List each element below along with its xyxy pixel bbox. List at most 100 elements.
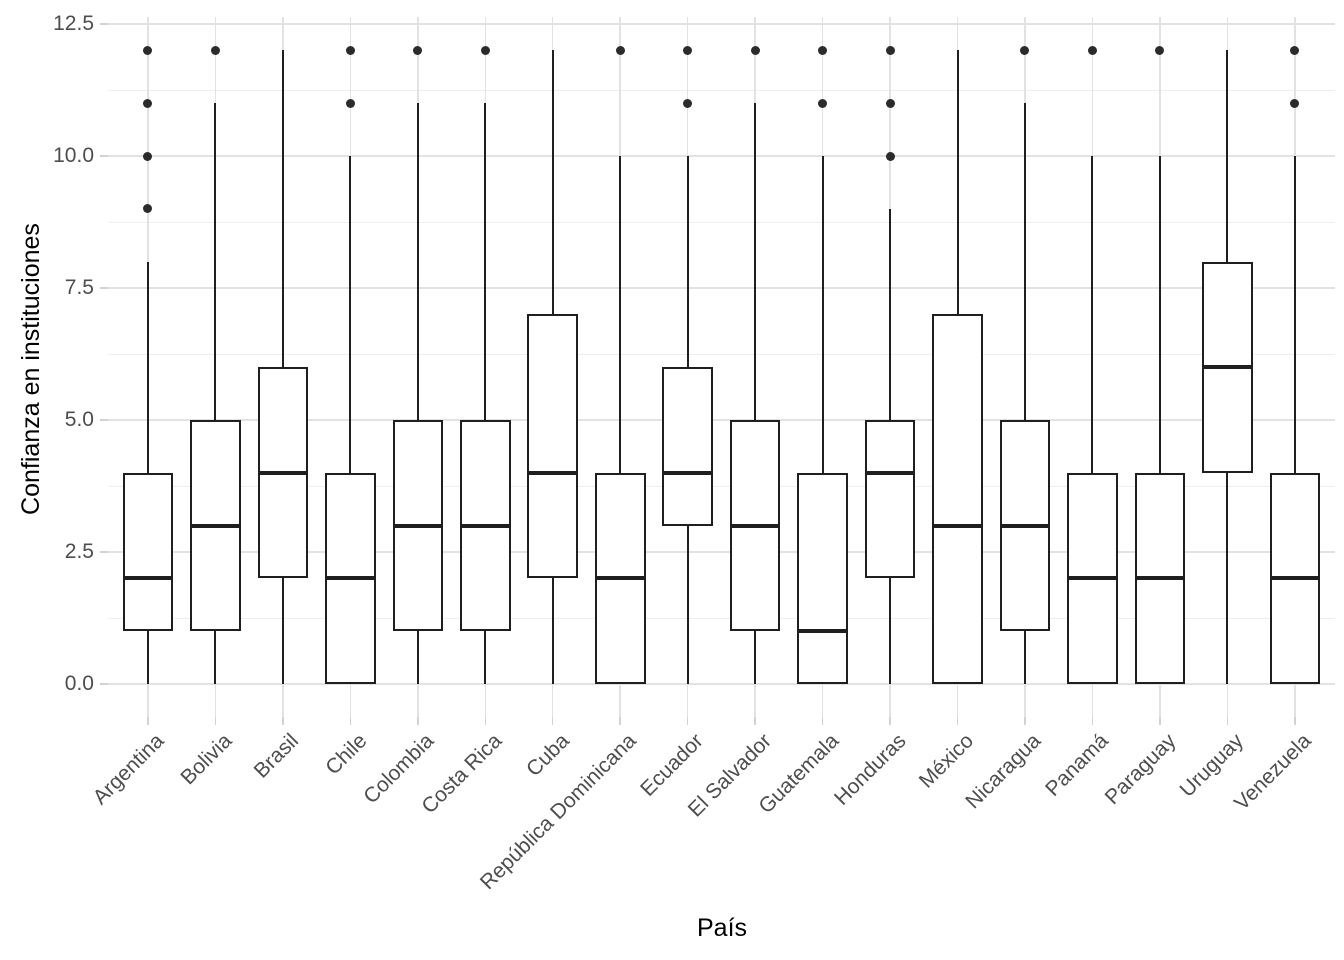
outlier-dot-chile [345, 45, 355, 55]
whisker-upper-honduras [889, 208, 892, 420]
whisker-upper-cuba [551, 50, 554, 315]
y-tick-label: 12.5 [53, 12, 94, 35]
whisker-upper-guatemala [821, 156, 824, 473]
median-bolivia [192, 523, 239, 528]
box-m-xico [932, 314, 983, 684]
box-cuba [527, 314, 579, 579]
x-axis-tick [147, 717, 149, 725]
outlier-dot-guatemala [818, 45, 828, 55]
median-panam- [1069, 576, 1116, 581]
median-nicaragua [1001, 523, 1049, 528]
box-ecuador [662, 367, 713, 526]
whisker-upper-nicaragua [1023, 103, 1026, 420]
x-axis-tick [1159, 717, 1161, 725]
y-axis-tick [100, 23, 108, 25]
outlier-dot-honduras [885, 151, 895, 161]
y-axis-tick [100, 419, 108, 421]
whisker-upper-el-salvador [754, 103, 757, 420]
whisker-upper-rep-blica-dominicana [619, 156, 622, 473]
whisker-lower-ecuador [686, 525, 689, 684]
x-tick-label: Brasil [250, 729, 304, 783]
outlier-dot-costa-rica [480, 45, 490, 55]
gridline-minor-y [107, 617, 1336, 619]
gridline-major-y [107, 551, 1336, 553]
x-axis-tick [282, 717, 284, 725]
x-axis-tick [956, 717, 959, 725]
median-venezuela [1271, 576, 1319, 581]
whisker-upper-paraguay [1158, 156, 1161, 473]
outlier-dot-honduras [885, 45, 895, 55]
median-ecuador [664, 470, 711, 475]
y-tick-label: 0.0 [64, 672, 94, 695]
whisker-lower-cuba [551, 578, 554, 684]
whisker-lower-argentina [146, 631, 149, 684]
x-tick-label: Bolivia [175, 729, 237, 790]
median-colombia [394, 523, 442, 528]
x-axis-tick [349, 717, 352, 725]
x-axis-tick [1024, 717, 1026, 725]
median-uruguay [1204, 365, 1251, 370]
gridline-major-y [107, 23, 1336, 25]
outlier-dot-argentina [143, 151, 153, 161]
median-honduras [866, 470, 914, 475]
whisker-lower-el-salvador [754, 631, 757, 684]
median-brasil [259, 470, 307, 475]
gridline-minor-y [107, 353, 1336, 355]
x-axis-tick [551, 717, 554, 725]
whisker-upper-venezuela [1293, 156, 1296, 473]
outlier-dot-paraguay [1155, 45, 1165, 55]
whisker-upper-argentina [146, 261, 149, 473]
whisker-upper-uruguay [1226, 50, 1229, 262]
outlier-dot-colombia [413, 45, 423, 55]
x-axis-tick [1226, 717, 1229, 725]
x-tick-label: México [914, 729, 979, 793]
gridline-minor-y [107, 89, 1336, 91]
x-tick-label: Honduras [829, 729, 911, 810]
outlier-dot-ecuador [683, 98, 693, 108]
y-axis-tick [100, 551, 108, 553]
y-tick-label: 10.0 [53, 144, 94, 167]
x-axis-title: País [696, 914, 748, 942]
whisker-upper-m-xico [956, 50, 959, 315]
gridline-minor-y [107, 485, 1336, 487]
whisker-upper-chile [349, 156, 352, 473]
median-argentina [124, 576, 172, 581]
gridline-major-y [107, 683, 1336, 685]
outlier-dot-guatemala [818, 98, 828, 108]
median-guatemala [799, 629, 846, 634]
outlier-dot-ecuador [683, 45, 693, 55]
x-axis-tick [214, 717, 217, 725]
x-axis-tick [686, 717, 689, 725]
whisker-lower-brasil [281, 578, 284, 684]
whisker-upper-brasil [281, 50, 284, 368]
gridline-major-y [107, 287, 1336, 289]
y-axis-tick [100, 287, 108, 289]
whisker-upper-colombia [416, 103, 419, 420]
y-axis-tick [100, 683, 108, 685]
x-axis-tick [889, 717, 891, 725]
whisker-lower-costa-rica [484, 631, 487, 684]
outlier-dot-el-salvador [750, 45, 760, 55]
median-m-xico [934, 523, 981, 528]
x-tick-label: Paraguay [1100, 729, 1181, 810]
y-axis-tick [100, 155, 108, 157]
gridline-major-y [107, 155, 1336, 157]
y-tick-label: 5.0 [64, 408, 94, 431]
whisker-lower-bolivia [214, 631, 217, 684]
y-axis-title: Confianza en instituciones [17, 223, 45, 515]
x-tick-label: Chile [320, 729, 371, 780]
outlier-dot-argentina [143, 45, 153, 55]
median-chile [327, 576, 374, 581]
outlier-dot-panam- [1087, 45, 1097, 55]
median-paraguay [1136, 576, 1184, 581]
median-el-salvador [731, 523, 779, 528]
whisker-upper-costa-rica [484, 103, 487, 420]
outlier-dot-argentina [143, 204, 153, 214]
x-tick-label: Cuba [521, 729, 574, 782]
outlier-dot-chile [345, 98, 355, 108]
x-axis-tick [754, 717, 756, 725]
outlier-dot-rep-blica-dominicana [615, 45, 625, 55]
x-axis-tick [417, 717, 419, 725]
y-tick-label: 2.5 [64, 540, 94, 563]
